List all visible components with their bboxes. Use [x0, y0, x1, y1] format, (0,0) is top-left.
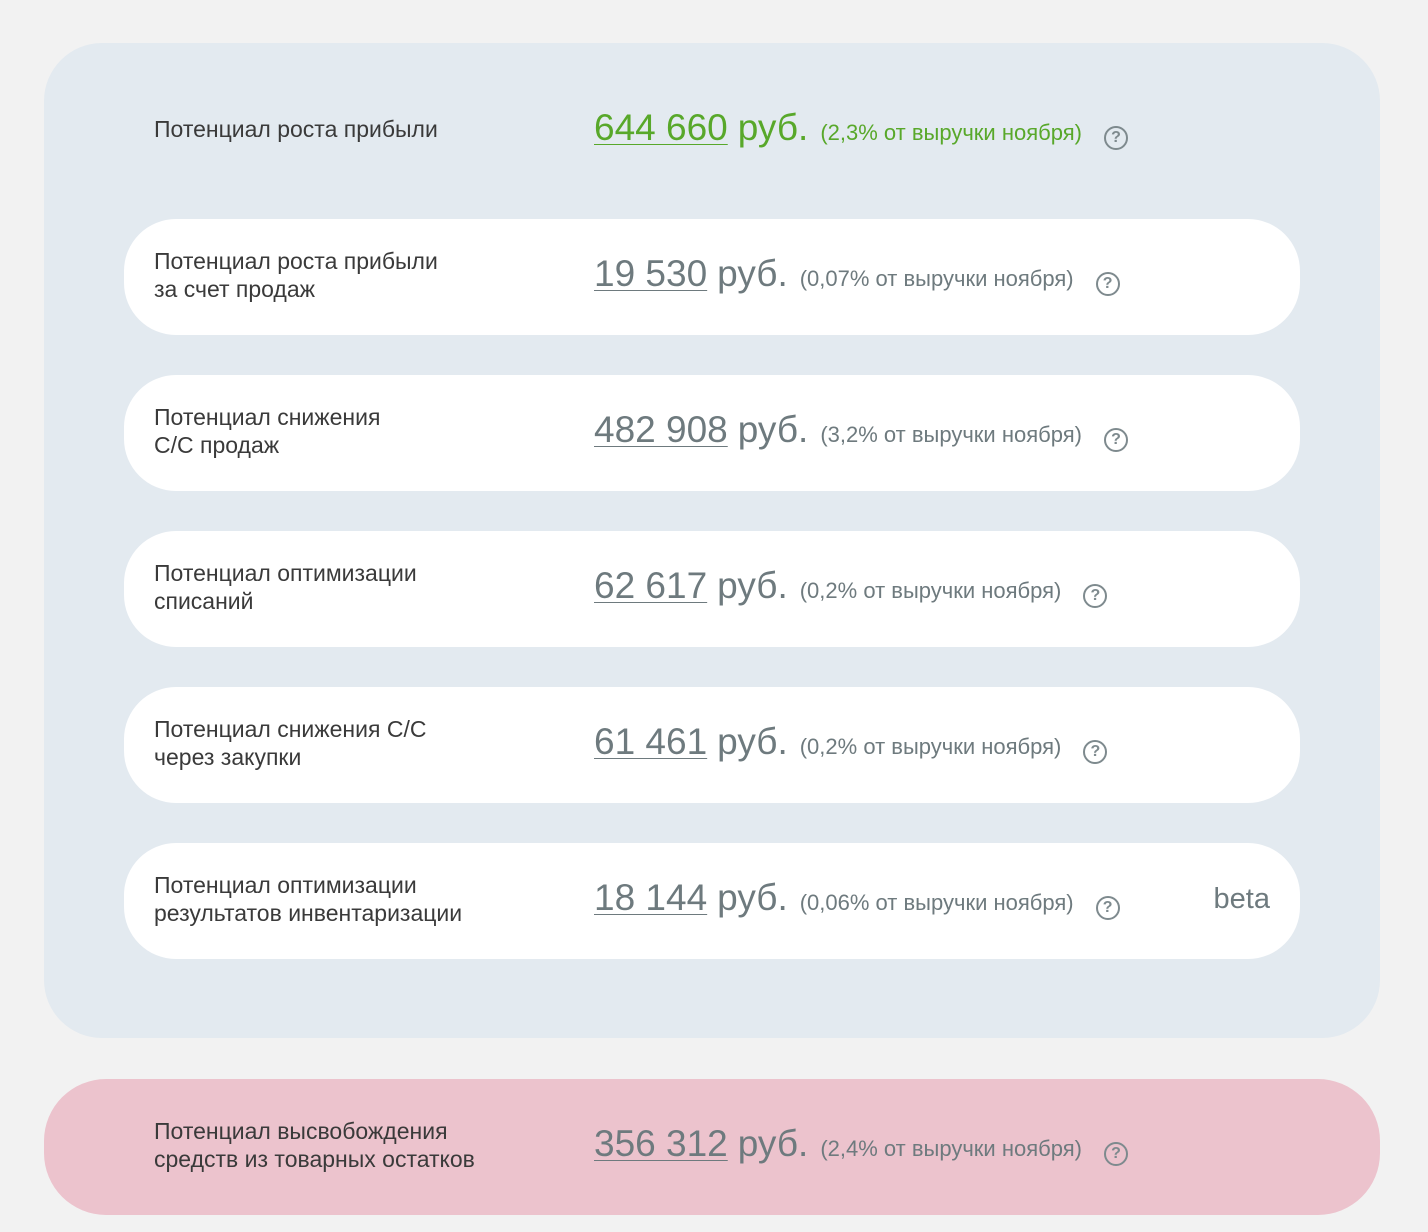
- card-currency: руб.: [717, 877, 788, 918]
- card-currency: руб.: [717, 253, 788, 294]
- summary-note: (2,3% от выручки ноября): [820, 120, 1082, 145]
- card-label: Потенциал роста прибыли за счет продаж: [154, 248, 438, 302]
- card-value: 482 908 руб. (3,2% от выручки ноября) ?: [594, 409, 1128, 452]
- card-sales-profit: Потенциал роста прибыли за счет продаж 1…: [124, 219, 1300, 335]
- card-write-offs: Потенциал оптимизации списаний 62 617 ру…: [124, 531, 1300, 647]
- card-value: 61 461 руб. (0,2% от выручки ноября) ?: [594, 721, 1108, 764]
- card-amount-link[interactable]: 18 144: [594, 877, 708, 918]
- question-circle-icon[interactable]: ?: [1103, 428, 1128, 452]
- card-amount-link[interactable]: 62 617: [594, 565, 708, 606]
- card-amount-link[interactable]: 19 530: [594, 253, 708, 294]
- card-amount-link[interactable]: 61 461: [594, 721, 708, 762]
- profit-potential-panel: Потенциал роста прибыли 644 660 руб. (2,…: [44, 43, 1380, 1038]
- card-value: 18 144 руб. (0,06% от выручки ноября) ?: [594, 877, 1120, 920]
- card-label: Потенциал снижения С/С продаж: [154, 404, 381, 458]
- card-note: (0,06% от выручки ноября): [799, 890, 1074, 915]
- summary-value: 644 660 руб. (2,3% от выручки ноября) ?: [594, 107, 1128, 150]
- card-note: (3,2% от выручки ноября): [820, 422, 1082, 447]
- card-value: 62 617 руб. (0,2% от выручки ноября) ?: [594, 565, 1108, 608]
- card-cost-of-sales: Потенциал снижения С/С продаж 482 908 ру…: [124, 375, 1300, 491]
- release-value: 356 312 руб. (2,4% от выручки ноября) ?: [594, 1123, 1128, 1166]
- question-circle-icon[interactable]: ?: [1095, 272, 1120, 296]
- card-note: (0,2% от выручки ноября): [799, 734, 1062, 759]
- card-value: 19 530 руб. (0,07% от выручки ноября) ?: [594, 253, 1120, 296]
- question-circle-icon[interactable]: ?: [1083, 740, 1108, 764]
- question-circle-icon[interactable]: ?: [1103, 126, 1128, 150]
- card-label: Потенциал оптимизации результатов инвент…: [154, 872, 463, 926]
- summary-amount-link[interactable]: 644 660: [594, 107, 728, 148]
- release-label: Потенциал высвобождения средств из товар…: [154, 1118, 475, 1172]
- card-label: Потенциал снижения С/С через закупки: [154, 716, 427, 770]
- card-currency: руб.: [717, 721, 788, 762]
- card-note: (0,07% от выручки ноября): [799, 266, 1074, 291]
- summary-label: Потенциал роста прибыли: [154, 116, 438, 142]
- summary-row: Потенциал роста прибыли 644 660 руб. (2,…: [44, 43, 1380, 219]
- release-currency: руб.: [737, 1123, 809, 1164]
- release-amount-link[interactable]: 356 312: [594, 1123, 728, 1164]
- card-currency: руб.: [737, 409, 809, 450]
- card-purchases: Потенциал снижения С/С через закупки 61 …: [124, 687, 1300, 803]
- card-amount-link[interactable]: 482 908: [594, 409, 728, 450]
- summary-currency: руб.: [737, 107, 809, 148]
- card-currency: руб.: [717, 565, 788, 606]
- stock-release-panel: Потенциал высвобождения средств из товар…: [44, 1079, 1380, 1215]
- question-circle-icon[interactable]: ?: [1103, 1142, 1128, 1166]
- card-note: (0,2% от выручки ноября): [799, 578, 1062, 603]
- question-circle-icon[interactable]: ?: [1083, 584, 1108, 608]
- beta-badge: beta: [1213, 883, 1270, 915]
- card-label: Потенциал оптимизации списаний: [154, 560, 417, 614]
- card-inventory: Потенциал оптимизации результатов инвент…: [124, 843, 1300, 959]
- question-circle-icon[interactable]: ?: [1095, 896, 1120, 920]
- release-note: (2,4% от выручки ноября): [820, 1136, 1082, 1161]
